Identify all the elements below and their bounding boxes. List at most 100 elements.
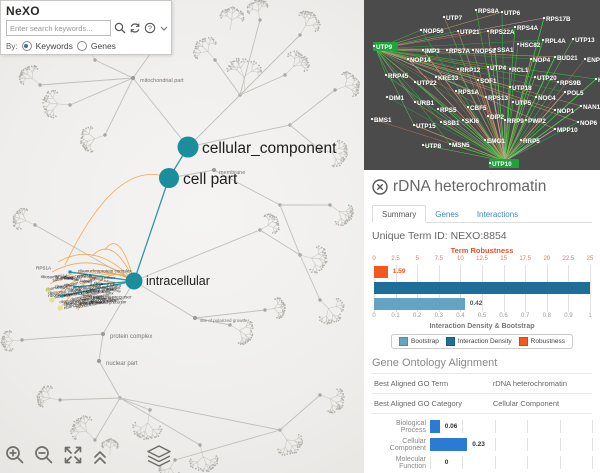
- cluster-term-label[interactable]: subunit precursor: [96, 295, 132, 300]
- map-node-intracellular[interactable]: [125, 272, 143, 290]
- search-icon[interactable]: [114, 22, 126, 34]
- map-term-label[interactable]: site of polarized growth: [200, 318, 247, 323]
- gene-node-UTP18[interactable]: UTP18: [512, 85, 532, 92]
- gene-node-RRP45[interactable]: RRP45: [388, 73, 409, 80]
- gene-node-RPS1A[interactable]: RPS1A: [458, 89, 479, 96]
- gene-node-NOP58[interactable]: NOP58: [475, 48, 496, 55]
- gene-node-NAN1[interactable]: NAN1: [583, 104, 600, 111]
- gene-node-NOC4[interactable]: NOC4: [538, 95, 556, 102]
- map-term-label[interactable]: membrane: [219, 170, 245, 176]
- gene-node-KRR1[interactable]: KRR1: [598, 77, 600, 84]
- close-icon[interactable]: [372, 179, 388, 195]
- gene-node-DIM1[interactable]: DIM1: [389, 95, 405, 102]
- gene-node-CBF5[interactable]: CBF5: [470, 105, 487, 112]
- gene-node-ENP1[interactable]: ENP1: [587, 57, 600, 64]
- gene-node-MPP10[interactable]: MPP10: [557, 127, 578, 134]
- gene-node-UTP21[interactable]: UTP21: [460, 29, 480, 36]
- gene-node-DIP2[interactable]: DIP2: [490, 114, 504, 121]
- gene-node-SKI6[interactable]: SKI6: [465, 118, 479, 125]
- keywords-radio[interactable]: [21, 41, 32, 51]
- gene-node-RPS8A[interactable]: RPS8A: [478, 8, 499, 15]
- gene-node-EMG1[interactable]: EMG1: [487, 138, 505, 145]
- gene-node-IMP3[interactable]: IMP3: [425, 48, 440, 55]
- layers-icon[interactable]: [146, 444, 171, 467]
- axis-tick: 17.5: [519, 256, 532, 262]
- gene-node-RRP12[interactable]: RRP12: [460, 67, 481, 74]
- gene-node-RCL1[interactable]: RCL1: [512, 67, 529, 74]
- gene-node-RPS9B[interactable]: RPS9B: [560, 80, 581, 87]
- tab-summary[interactable]: Summary: [372, 205, 427, 223]
- map-term-label[interactable]: mitochondrial part: [140, 78, 184, 84]
- map-node-label[interactable]: cellular_component: [202, 140, 337, 157]
- svg-text:ribosomal subunit: ribosomal subunit: [62, 275, 93, 284]
- gene-node-NOP14[interactable]: NOP14: [410, 57, 431, 64]
- map-node-cellular_component[interactable]: [177, 136, 199, 158]
- refresh-icon[interactable]: [129, 22, 141, 34]
- svg-text:ribosomal subunit: ribosomal subunit: [87, 275, 115, 285]
- gene-node-UTP8[interactable]: UTP8: [425, 143, 442, 150]
- gene-node-RPS13[interactable]: RPS13: [488, 95, 508, 102]
- gene-node-RPL4A[interactable]: RPL4A: [545, 38, 566, 45]
- gene-node-NOP6[interactable]: NOP6: [580, 120, 598, 127]
- search-input[interactable]: [6, 20, 111, 36]
- gene-network-panel[interactable]: RPS8A UTP6 RPS17B UTP7 NOP56 UTP21 RPS22A RPS4A…: [364, 0, 600, 170]
- map-node-label[interactable]: cell part: [183, 171, 238, 188]
- gene-node-UTP6[interactable]: UTP6: [504, 10, 521, 17]
- fit-view-icon[interactable]: [62, 444, 84, 466]
- tab-genes[interactable]: Genes: [435, 210, 459, 219]
- map-term-label[interactable]: protein complex: [110, 334, 152, 340]
- gene-node-URB1[interactable]: URB1: [417, 100, 435, 107]
- gene-node-UTP7[interactable]: UTP7: [446, 15, 463, 22]
- axis-tick: 0: [372, 313, 376, 319]
- term-details-panel: rDNA heterochromatin Summary Genes Inter…: [364, 170, 600, 473]
- gene-node-POL5[interactable]: POL5: [567, 90, 584, 97]
- gene-node-SOF1[interactable]: SOF1: [480, 78, 497, 85]
- cluster-term-label[interactable]: RPS1A: [36, 266, 52, 271]
- gene-node-UTP10[interactable]: UTP10: [492, 161, 512, 168]
- table-row: Best Aligned GO Term rDNA heterochromati…: [372, 373, 592, 394]
- bar-robustness: [374, 266, 388, 278]
- map-node-label[interactable]: intracellular: [146, 274, 210, 288]
- gene-node-NOP1[interactable]: NOP1: [557, 108, 575, 115]
- ontology-map[interactable]: ribonucleoprotein complex ribosomal subun…: [0, 0, 364, 473]
- collapse-icon[interactable]: [91, 444, 113, 466]
- map-term-label[interactable]: nuclear part: [106, 361, 138, 367]
- gene-node-UTP5[interactable]: UTP5: [515, 100, 532, 107]
- svg-text:ribonucleoprotein complex: ribonucleoprotein complex: [64, 297, 118, 307]
- zoom-out-icon[interactable]: [33, 444, 55, 466]
- map-node-cell part[interactable]: [159, 168, 179, 188]
- gene-node-KRE33[interactable]: KRE33: [438, 75, 459, 82]
- gene-node-UTP13[interactable]: UTP13: [575, 37, 595, 44]
- gene-node-NOP4[interactable]: NOP4: [533, 57, 551, 64]
- bar-bootstrap: [374, 298, 465, 310]
- keywords-radio-label[interactable]: Keywords: [35, 41, 73, 51]
- gene-node-HSC82[interactable]: HSC82: [520, 42, 541, 49]
- gene-node-UTP4[interactable]: UTP4: [490, 65, 507, 72]
- help-icon[interactable]: ?: [144, 22, 156, 34]
- gene-node-UTP15[interactable]: UTP15: [416, 123, 436, 130]
- gene-node-PWP2[interactable]: PWP2: [528, 118, 546, 125]
- gene-node-SSA1[interactable]: SSA1: [497, 47, 514, 54]
- gene-node-SSB1[interactable]: SSB1: [443, 120, 460, 127]
- gene-node-BUD21[interactable]: BUD21: [557, 55, 578, 62]
- gene-node-UTP22[interactable]: UTP22: [417, 80, 437, 87]
- gene-node-UTP20[interactable]: UTP20: [537, 75, 557, 82]
- gene-node-RPS17B[interactable]: RPS17B: [546, 16, 571, 23]
- gene-node-UTP9[interactable]: UTP9: [376, 44, 393, 51]
- gene-node-RRP5[interactable]: RRP5: [523, 138, 540, 145]
- genes-radio[interactable]: [76, 41, 87, 51]
- gene-node-RPS7A[interactable]: RPS7A: [449, 48, 470, 55]
- cluster-term-label[interactable]: ribonucleoprotein complex: [78, 269, 132, 274]
- zoom-in-icon[interactable]: [4, 444, 26, 466]
- cluster-term-label[interactable]: ribosomal subunit: [81, 285, 118, 290]
- gene-node-RPS5[interactable]: RPS5: [440, 107, 457, 114]
- gene-node-RPS22A[interactable]: RPS22A: [490, 29, 515, 36]
- gene-node-BMS1[interactable]: BMS1: [374, 117, 392, 124]
- gene-node-NOP56[interactable]: NOP56: [423, 28, 444, 35]
- genes-radio-label[interactable]: Genes: [90, 41, 116, 51]
- gene-node-RRP9[interactable]: RRP9: [507, 118, 524, 125]
- gene-node-MSN5[interactable]: MSN5: [452, 142, 470, 149]
- gene-node-RPS4A[interactable]: RPS4A: [517, 25, 538, 32]
- tab-interactions[interactable]: Interactions: [476, 210, 519, 219]
- chevron-down-icon[interactable]: [159, 22, 171, 34]
